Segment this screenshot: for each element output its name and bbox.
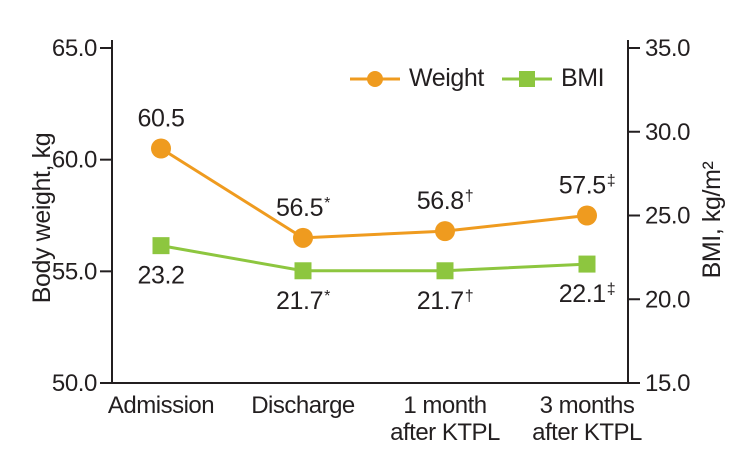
weight-point-marker: [151, 138, 171, 159]
significance-mark: *: [324, 288, 330, 305]
right-axis-tick-label: 30.0: [645, 119, 690, 146]
x-axis-category-label: Admission: [107, 392, 215, 419]
left-axis-tick-label: 60.0: [52, 147, 97, 174]
legend-item-bmi: BMI: [501, 64, 605, 93]
bmi-series-line: [160, 244, 588, 273]
left-axis-tick-label: 65.0: [52, 35, 97, 62]
left-axis-tick-label: 55.0: [52, 258, 97, 285]
bmi-legend-marker-icon: [501, 70, 552, 87]
right-axis-tick-label: 35.0: [645, 35, 690, 62]
bmi-point-label: 21.7†: [417, 287, 474, 315]
x-axis-category-label: 1 month after KTPL: [390, 392, 500, 446]
bmi-point-marker: [152, 237, 170, 255]
bmi-point-marker: [436, 262, 454, 280]
right-axis-tick-label: 25.0: [645, 203, 690, 230]
bmi-point-label: 23.2: [137, 262, 184, 290]
weight-legend-marker-icon: [350, 70, 400, 87]
weight-point-marker: [293, 227, 313, 248]
bmi-point-marker: [578, 255, 596, 273]
x-axis-category-label: Discharge: [251, 392, 355, 419]
right-axis-tick-label: 15.0: [645, 370, 690, 397]
legend: Weight BMI: [350, 64, 605, 93]
weight-point-label: 57.5‡: [559, 172, 616, 200]
significance-mark: ‡: [607, 173, 616, 190]
right-axis-title: BMI, kg/m²: [698, 161, 726, 279]
right-axis-tick-label: 20.0: [645, 286, 690, 313]
left-axis-tick-label: 50.0: [52, 370, 97, 397]
weight-series-line: [160, 147, 588, 240]
weight-point-marker: [435, 221, 455, 242]
bmi-point-label: 21.7*: [276, 287, 330, 315]
significance-mark: *: [324, 195, 330, 212]
left-axis-title: Body weight, kg: [28, 132, 56, 304]
legend-item-weight: Weight: [350, 64, 484, 93]
significance-mark: ‡: [607, 281, 616, 298]
weight-point-label: 56.8†: [417, 187, 474, 215]
x-axis-category-label: 3 months after KTPL: [532, 392, 642, 446]
weight-point-label: 56.5*: [276, 194, 330, 222]
bmi-point-label: 22.1‡: [559, 280, 616, 308]
significance-mark: †: [465, 188, 474, 205]
weight-point-marker: [577, 205, 597, 226]
bmi-point-marker: [294, 262, 312, 280]
weight-point-label: 60.5: [137, 105, 184, 133]
legend-label-weight: Weight: [409, 64, 484, 92]
legend-label-bmi: BMI: [560, 64, 605, 92]
significance-mark: †: [465, 288, 474, 305]
